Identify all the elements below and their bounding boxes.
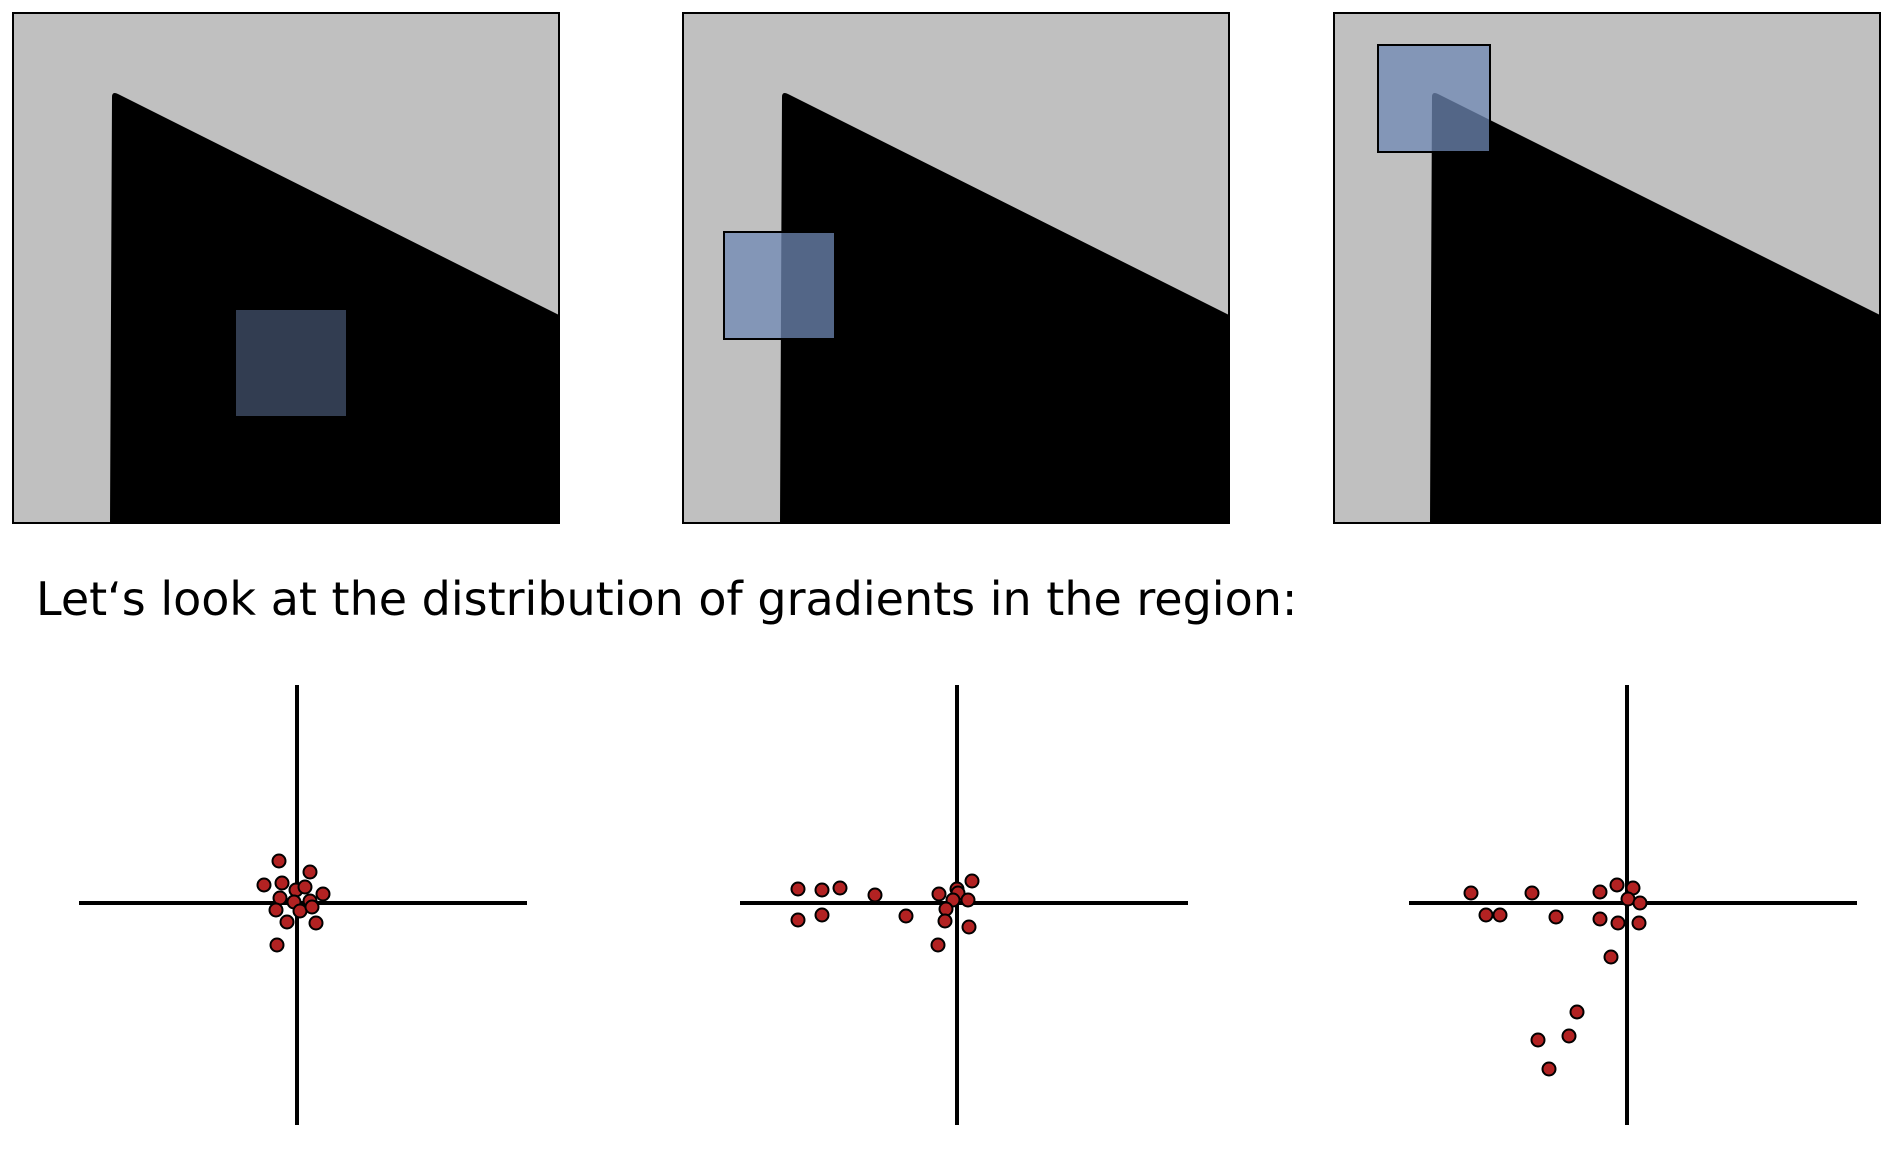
gradient-point-icon xyxy=(1631,915,1647,931)
gradient-point-icon xyxy=(304,899,320,915)
gradient-point-icon xyxy=(1463,885,1479,901)
patch-frame xyxy=(682,12,1230,524)
patch-window-icon xyxy=(723,231,836,340)
gradient-point-icon xyxy=(937,913,953,929)
gradient-point-icon xyxy=(1603,949,1619,965)
gradient-point-icon xyxy=(1609,877,1625,893)
gradient-point-icon xyxy=(279,914,295,930)
caption-text: Let‘s look at the distribution of gradie… xyxy=(36,572,1298,626)
gradient-point-icon xyxy=(308,915,324,931)
patch-frame xyxy=(12,12,560,524)
gradient-point-icon xyxy=(1492,907,1508,923)
dark-shape xyxy=(110,93,559,523)
gradient-point-icon xyxy=(315,886,331,902)
gradient-point-icon xyxy=(269,937,285,953)
gradient-plot-flat xyxy=(79,685,527,1125)
gradient-point-icon xyxy=(814,882,830,898)
gradient-point-icon xyxy=(268,902,284,918)
gradient-point-icon xyxy=(1524,885,1540,901)
gradient-point-icon xyxy=(790,881,806,897)
gradient-point-icon xyxy=(1530,1032,1546,1048)
gradient-point-icon xyxy=(1592,884,1608,900)
patch-panel-flat xyxy=(12,12,560,524)
gradient-point-icon xyxy=(814,907,830,923)
gradient-point-icon xyxy=(1610,915,1626,931)
gradient-point-icon xyxy=(931,886,947,902)
patch-panel-edge xyxy=(682,12,1230,524)
patch-window-icon xyxy=(1377,44,1491,153)
gradient-point-icon xyxy=(898,908,914,924)
gradient-point-icon xyxy=(832,880,848,896)
gradient-point-icon xyxy=(297,879,313,895)
gradient-point-icon xyxy=(1548,909,1564,925)
gradient-point-icon xyxy=(256,877,272,893)
dark-shape xyxy=(780,93,1229,523)
patch-frame xyxy=(1333,12,1881,524)
gradient-point-icon xyxy=(274,875,290,891)
gradient-point-icon xyxy=(790,912,806,928)
gradient-point-icon xyxy=(1478,907,1494,923)
gradient-point-icon xyxy=(1569,1004,1585,1020)
gradient-point-icon xyxy=(930,937,946,953)
gradient-plot-edge xyxy=(740,685,1188,1125)
gradient-point-icon xyxy=(1541,1061,1557,1077)
gradient-point-icon xyxy=(960,892,976,908)
patch-panel-corner xyxy=(1333,12,1881,524)
gradient-point-icon xyxy=(938,901,954,917)
gradient-point-icon xyxy=(302,864,318,880)
patch-window-icon xyxy=(236,310,346,416)
gradient-point-icon xyxy=(1592,911,1608,927)
gradient-plot-corner xyxy=(1409,685,1857,1125)
dark-shape xyxy=(1430,93,1880,523)
gradient-point-icon xyxy=(961,919,977,935)
gradient-point-icon xyxy=(271,853,287,869)
gradient-point-icon xyxy=(867,887,883,903)
gradient-point-icon xyxy=(1561,1028,1577,1044)
gradient-point-icon xyxy=(1632,895,1648,911)
gradient-point-icon xyxy=(964,873,980,889)
